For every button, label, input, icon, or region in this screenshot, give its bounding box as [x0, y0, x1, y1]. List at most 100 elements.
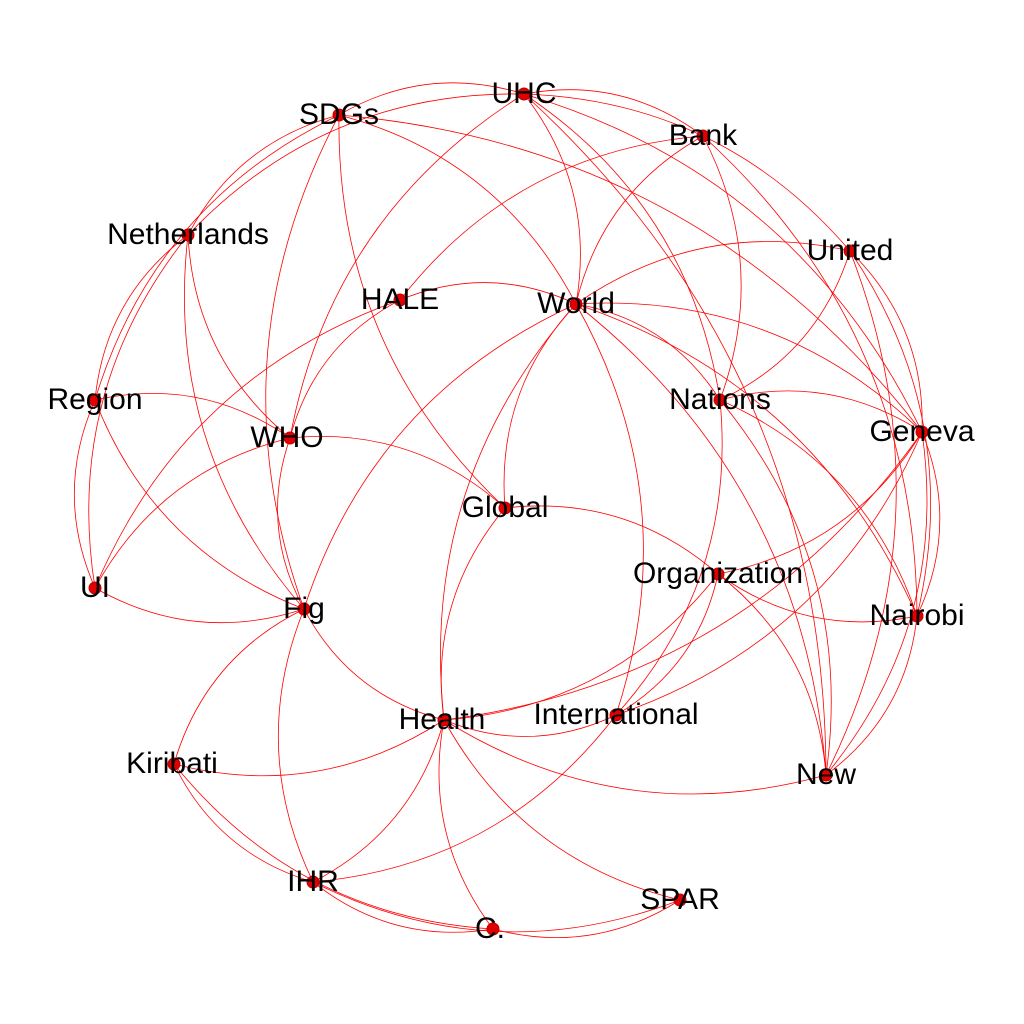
- edge-health-c: [438, 719, 494, 930]
- node-label-bank: Bank: [669, 119, 738, 152]
- node-uhc: UHC: [492, 77, 557, 110]
- node-label-uhc: UHC: [492, 77, 557, 110]
- node-label-fig: Fig: [283, 592, 325, 625]
- node-dot-fig: [297, 602, 311, 616]
- node-dot-who: [283, 431, 297, 445]
- edge-bank-world: [575, 135, 704, 305]
- edge-netherlands-who: [187, 234, 291, 439]
- node-c: C.: [475, 912, 505, 945]
- edge-region-ui: [74, 399, 96, 589]
- node-dot-new: [819, 768, 833, 782]
- edge-united-world: [575, 241, 851, 305]
- node-netherlands: Netherlands: [107, 218, 269, 251]
- edge-world-geneva: [575, 302, 923, 433]
- node-fig: Fig: [283, 592, 325, 625]
- node-dot-ui: [88, 581, 102, 595]
- edge-nations-geneva: [719, 390, 923, 433]
- graph-nodes: UHC SDGs Bank Netherlands United HALE World Reg…: [47, 77, 974, 945]
- edge-world-global: [503, 303, 577, 509]
- node-label-ihr: IHR: [287, 865, 339, 898]
- edge-international-ihr: [312, 714, 617, 883]
- node-label-who: WHO: [250, 421, 323, 454]
- edge-world-health: [440, 303, 577, 721]
- edge-sdgs-world: [338, 114, 577, 305]
- edge-geneva-health: [443, 431, 923, 721]
- node-dot-nations: [713, 393, 727, 407]
- node-organization: Organization: [633, 557, 803, 590]
- edge-health-spar: [443, 719, 681, 901]
- edge-nations-international: [615, 399, 723, 716]
- node-label-nations: Nations: [669, 383, 771, 416]
- node-dot-bank: [696, 129, 710, 143]
- node-world: World: [537, 287, 615, 320]
- edge-world-international: [575, 303, 644, 716]
- edge-hale-ui: [94, 299, 401, 589]
- edge-health-kiribati: [173, 719, 445, 777]
- node-label-organization: Organization: [633, 557, 803, 590]
- edge-world-new: [575, 303, 827, 776]
- node-dot-nairobi: [910, 609, 924, 623]
- edge-nairobi-new: [825, 615, 918, 776]
- node-spar: SPAR: [640, 883, 719, 916]
- edge-uhc-world: [523, 93, 581, 305]
- edge-fig-health: [303, 608, 445, 721]
- edge-health-international: [443, 714, 617, 737]
- node-label-sdgs: SDGs: [299, 98, 379, 131]
- edge-sdgs-global: [338, 114, 506, 509]
- edge-bank-nairobi: [702, 135, 918, 617]
- node-dot-region: [88, 393, 102, 407]
- edge-sdgs-netherlands: [187, 114, 340, 236]
- node-global: Global: [462, 491, 549, 524]
- edge-organization-new: [717, 573, 827, 776]
- node-dot-organization: [711, 567, 725, 581]
- edge-ui-fig: [94, 587, 305, 624]
- node-dot-ihr: [306, 875, 320, 889]
- edge-who-ui: [94, 437, 291, 589]
- edge-netherlands-ui: [88, 234, 189, 589]
- node-sdgs: SDGs: [299, 98, 379, 131]
- edge-sdgs-fig: [265, 114, 340, 610]
- node-label-kiribati: Kiribati: [126, 747, 218, 780]
- node-dot-geneva: [915, 425, 929, 439]
- edge-organization-international: [615, 573, 719, 716]
- edge-fig-ihr: [277, 608, 314, 883]
- node-label-united: United: [807, 234, 894, 267]
- node-kiribati: Kiribati: [126, 747, 218, 780]
- node-label-c: C.: [475, 912, 505, 945]
- node-united: United: [807, 234, 894, 267]
- edge-uhc-sdgs: [338, 82, 525, 116]
- edge-uhc-who: [289, 93, 525, 439]
- edge-uhc-united: [523, 93, 851, 252]
- node-ihr: IHR: [287, 865, 339, 898]
- edge-world-fig: [303, 303, 577, 610]
- node-nairobi: Nairobi: [869, 599, 964, 632]
- node-dot-netherlands: [181, 228, 195, 242]
- edge-hale-who: [289, 299, 401, 439]
- node-hale: HALE: [361, 283, 439, 316]
- node-dot-world: [569, 297, 583, 311]
- node-dot-hale: [393, 293, 407, 307]
- edge-global-organization: [504, 505, 719, 575]
- node-label-geneva: Geneva: [869, 415, 974, 448]
- edge-netherlands-fig: [184, 234, 305, 610]
- edge-health-ihr: [312, 719, 445, 883]
- edge-organization-nairobi: [717, 573, 918, 623]
- node-dot-health: [437, 713, 451, 727]
- node-label-hale: HALE: [361, 283, 439, 316]
- edge-uhc-netherlands: [187, 93, 525, 236]
- edge-organization-health: [443, 573, 719, 721]
- node-label-world: World: [537, 287, 615, 320]
- node-geneva: Geneva: [869, 415, 974, 448]
- edge-kiribati-c: [173, 763, 494, 930]
- node-dot-c: [486, 922, 500, 936]
- node-new: New: [796, 758, 856, 791]
- edge-world-nations: [575, 303, 721, 401]
- edge-ihr-c: [312, 881, 494, 933]
- edge-uhc-nations: [523, 93, 721, 401]
- node-region: Region: [47, 383, 142, 416]
- edge-geneva-organization: [717, 431, 923, 575]
- edge-uhc-geneva: [523, 93, 923, 433]
- edge-geneva-international: [615, 431, 923, 716]
- node-label-nairobi: Nairobi: [869, 599, 964, 632]
